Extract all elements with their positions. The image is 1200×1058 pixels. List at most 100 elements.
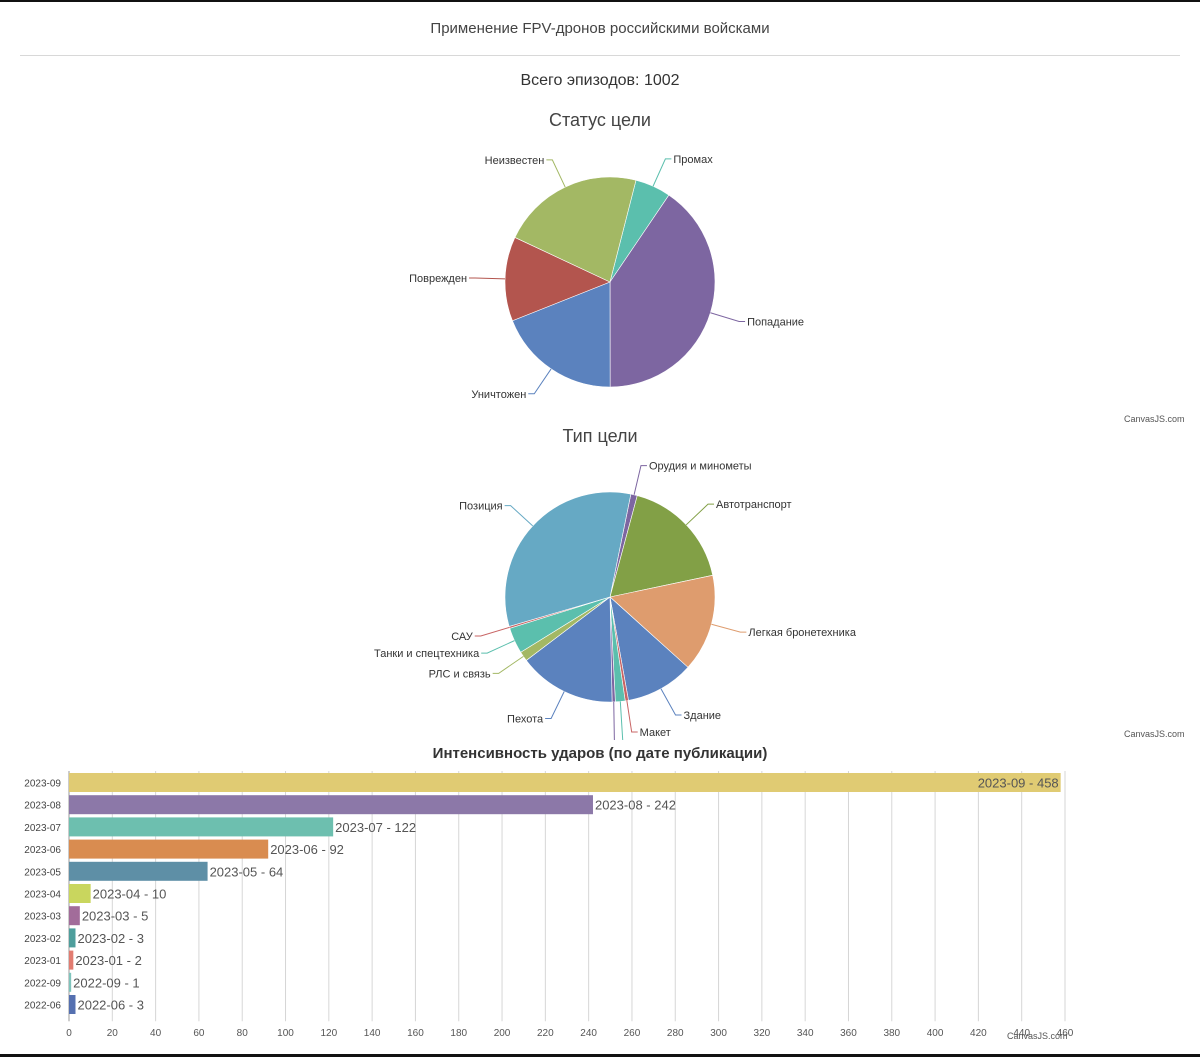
x-tick-label: 20 — [107, 1028, 119, 1039]
pie2-leader-line-7 — [545, 691, 565, 719]
pie2-leader-line-9 — [481, 640, 515, 654]
bar-2023-08[interactable] — [69, 795, 593, 815]
pie2-slice-label-9: Танки и спецтехника — [374, 648, 480, 660]
x-tick-label: 260 — [624, 1028, 641, 1039]
bar-data-label: 2022-09 - 1 — [73, 975, 140, 990]
title-divider — [20, 55, 1180, 56]
pie2-slice-label-4: Макет — [640, 727, 671, 739]
x-tick-label: 40 — [150, 1028, 162, 1039]
x-tick-label: 300 — [710, 1028, 727, 1039]
pie1-slice-1[interactable] — [609, 194, 716, 388]
x-tick-label: 280 — [667, 1028, 684, 1039]
x-tick-label: 220 — [537, 1028, 554, 1039]
pie1-slice-label-3: Поврежден — [409, 273, 467, 285]
x-tick-label: 160 — [407, 1028, 424, 1039]
bar-data-label: 2023-03 - 5 — [82, 909, 148, 924]
x-tick-label: 440 — [1013, 1028, 1030, 1039]
pie2-leader-line-6 — [613, 701, 615, 740]
bar-data-label: 2023-04 - 10 — [93, 887, 167, 902]
y-category-label: 2022-06 — [24, 1001, 61, 1012]
pie2-slice-label-10: САУ — [451, 631, 474, 643]
pie2-slice-3[interactable] — [609, 596, 689, 701]
bar-2023-09[interactable] — [69, 773, 1061, 792]
y-category-label: 2023-08 — [24, 801, 61, 812]
bar-data-label: 2023-01 - 2 — [75, 953, 142, 968]
target-status-pie-chart: Промах Попадание Уничтожен Поврежден Неизвес… — [409, 154, 804, 401]
pie1-slice-label-4: Неизвестен — [485, 155, 545, 167]
pie2-leader-line-0 — [633, 465, 647, 495]
pie1-slice-label-0: Промах — [673, 154, 713, 166]
chart-credit-3[interactable]: CanvasJS.com — [1007, 1031, 1068, 1041]
x-tick-label: 80 — [237, 1028, 249, 1039]
pie1-slice-2[interactable] — [512, 281, 611, 388]
x-tick-label: 420 — [970, 1028, 987, 1039]
x-tick-label: 0 — [66, 1028, 72, 1039]
bar-data-label: 2023-06 - 92 — [270, 842, 344, 857]
y-category-label: 2023-02 — [24, 934, 61, 945]
bar-2023-06[interactable] — [69, 839, 269, 859]
y-category-label: 2022-09 — [24, 978, 61, 989]
pie2-leader-line-3 — [660, 688, 682, 716]
y-category-label: 2023-01 — [24, 956, 61, 967]
pie2-leader-line-11 — [504, 505, 534, 527]
y-category-label: 2023-05 — [24, 867, 61, 878]
x-tick-label: 380 — [883, 1028, 900, 1039]
bar-2023-03[interactable] — [69, 906, 80, 926]
pie1-leader-line-3 — [469, 277, 506, 280]
y-category-label: 2023-03 — [24, 912, 61, 923]
bottom-border — [0, 1054, 1200, 1057]
bar-2022-06[interactable] — [69, 995, 76, 1014]
pie2-slice-label-7: Пехота — [507, 713, 544, 725]
x-tick-label: 100 — [277, 1028, 294, 1039]
chart-credit-2[interactable]: CanvasJS.com — [1124, 729, 1185, 739]
x-tick-label: 340 — [797, 1028, 814, 1039]
target-type-pie-chart: Орудия и минометы Автотранспорт Легкая бро… — [374, 461, 857, 740]
y-category-label: 2023-09 — [24, 779, 61, 790]
pie1-slice-3[interactable] — [504, 237, 611, 322]
pie2-slice-label-1: Автотранспорт — [716, 499, 792, 511]
bar-2023-07[interactable] — [69, 817, 334, 837]
pie2-leader-line-10 — [474, 626, 510, 637]
page-title: Применение FPV-дронов российскими войска… — [430, 20, 770, 37]
target-type-chart-title: Тип цели — [562, 426, 638, 446]
bar-2023-04[interactable] — [69, 884, 91, 903]
pie1-leader-line-2 — [528, 368, 552, 395]
pie1-leader-line-4 — [546, 159, 566, 188]
y-category-label: 2023-07 — [24, 823, 61, 834]
pie2-slice-label-8: РЛС и связь — [429, 668, 491, 680]
pie2-leader-line-8 — [492, 655, 524, 674]
strike-intensity-bar-chart: 0 20 40 60 80 100 120 140 160 180 200 220 240 260 280 3… — [24, 771, 1074, 1039]
x-tick-label: 460 — [1057, 1028, 1074, 1039]
x-tick-label: 320 — [754, 1028, 771, 1039]
y-category-label: 2023-06 — [24, 845, 61, 856]
pie2-slice-7[interactable] — [525, 596, 613, 703]
x-tick-label: 360 — [840, 1028, 857, 1039]
pie2-leader-line-4 — [626, 700, 638, 733]
strike-intensity-chart-title: Интенсивность ударов (по дате публикации… — [432, 745, 768, 762]
x-tick-label: 200 — [494, 1028, 511, 1039]
bar-2023-02[interactable] — [69, 928, 76, 948]
total-episodes: Всего эпизодов: 1002 — [520, 72, 680, 89]
bar-data-label: 2023-08 - 242 — [595, 798, 676, 813]
x-tick-label: 60 — [193, 1028, 205, 1039]
pie2-leader-line-1 — [685, 503, 715, 526]
x-tick-label: 400 — [927, 1028, 944, 1039]
target-status-chart-title: Статус цели — [549, 110, 651, 130]
pie2-slice-label-0: Орудия и минометы — [649, 461, 752, 473]
top-border — [0, 0, 1200, 2]
pie1-slice-label-2: Уничтожен — [471, 389, 526, 401]
bar-2023-01[interactable] — [69, 950, 74, 970]
pie1-slice-4[interactable] — [514, 176, 637, 283]
pie2-slice-label-2: Легкая бронетехника — [748, 627, 856, 639]
bar-2022-09[interactable] — [69, 972, 72, 992]
x-tick-label: 120 — [320, 1028, 337, 1039]
pie1-leader-line-1 — [710, 312, 746, 323]
pie2-leader-line-2 — [711, 623, 747, 633]
bar-2023-05[interactable] — [69, 861, 208, 881]
bar-data-label: 2022-06 - 3 — [77, 998, 144, 1013]
pie2-slice-label-3: Здание — [684, 710, 722, 722]
pie1-leader-line-0 — [652, 158, 672, 187]
bar-data-label: 2023-09 - 458 — [978, 776, 1059, 791]
chart-credit-1[interactable]: CanvasJS.com — [1124, 414, 1185, 424]
bar-data-label: 2023-05 - 64 — [210, 864, 284, 879]
